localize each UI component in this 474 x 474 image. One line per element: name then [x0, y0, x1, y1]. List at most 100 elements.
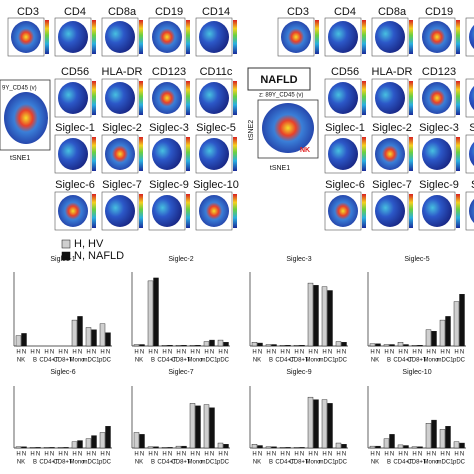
bar-label: N — [258, 350, 262, 356]
bar — [293, 447, 300, 449]
inset-label: 9Y_CD45 (v) — [2, 86, 37, 92]
category-label: B — [269, 358, 273, 364]
bar-label: H — [148, 350, 152, 356]
bar-label: H — [218, 350, 222, 356]
bar-label: H — [252, 452, 256, 458]
bar — [417, 345, 423, 347]
category-label: B — [33, 358, 37, 364]
bar — [389, 434, 395, 449]
marker-label: CD14 — [202, 6, 230, 18]
bar — [85, 438, 92, 449]
tsne-blob — [469, 199, 474, 223]
bar-label: H — [266, 350, 270, 356]
category-label: mDC1 — [82, 460, 100, 466]
bar-label: N — [286, 350, 290, 356]
bar-label: H — [426, 350, 430, 356]
bar — [389, 344, 395, 347]
colorbar — [456, 81, 460, 115]
category-label: pDC — [453, 460, 466, 466]
bar — [403, 445, 409, 449]
panel-title: Siglec-6 — [50, 369, 75, 376]
colorbar — [409, 137, 413, 171]
tsne-blob — [375, 138, 405, 170]
bar — [257, 445, 263, 449]
marker-label: Siglec-5 — [196, 122, 236, 134]
bar-label: N — [328, 350, 332, 356]
bar-label: N — [446, 452, 450, 458]
bar-label: N — [342, 452, 346, 458]
bar — [99, 432, 106, 449]
bar-label: H — [204, 350, 208, 356]
category-label: B — [151, 358, 155, 364]
colorbar — [409, 20, 413, 54]
bar — [459, 442, 465, 449]
bar — [223, 342, 229, 347]
bar-label: H — [44, 452, 48, 458]
bar — [217, 442, 224, 449]
bar — [271, 446, 277, 449]
bar-label: H — [308, 452, 312, 458]
colorbar — [139, 81, 143, 115]
bar-label: H — [162, 350, 166, 356]
colorbar — [315, 20, 319, 54]
bar — [327, 290, 333, 347]
bar-label: H — [30, 350, 34, 356]
category-label: pDC — [335, 460, 348, 466]
bar — [383, 344, 390, 347]
bar — [167, 447, 173, 449]
category-label: CD4+T — [157, 358, 177, 364]
bar — [265, 446, 272, 449]
bar — [77, 316, 83, 347]
bar-label: H — [72, 350, 76, 356]
bar — [271, 344, 277, 347]
tsne-blob — [375, 82, 405, 114]
colorbar — [139, 194, 143, 228]
bar-label: N — [376, 350, 380, 356]
colorbar — [186, 20, 190, 54]
category-label: mDC1 — [436, 460, 454, 466]
bar-label: H — [190, 350, 194, 356]
marker-label: CD123 — [422, 66, 456, 78]
marker-label: CD11c — [200, 66, 233, 78]
category-label: NK — [371, 358, 379, 364]
tsne-blob — [422, 195, 452, 227]
category-label: Mono — [187, 358, 203, 364]
bar — [417, 446, 423, 449]
bar-label: N — [210, 452, 214, 458]
tsne-blob — [105, 138, 135, 170]
bar — [431, 331, 437, 347]
bar-label: H — [426, 452, 430, 458]
bar — [369, 445, 376, 449]
category-label: pDC — [217, 358, 230, 364]
bar — [403, 344, 409, 347]
marker-label: CD4 — [334, 6, 356, 18]
bar-label: H — [280, 350, 284, 356]
category-label: CD4+T — [39, 358, 59, 364]
bar — [453, 301, 460, 347]
tsne-blob — [199, 82, 229, 114]
category-label: NK — [253, 460, 261, 466]
bar — [307, 396, 314, 449]
category-label: CD8+T — [407, 460, 427, 466]
bar-label: N — [92, 452, 96, 458]
colorbar — [186, 81, 190, 115]
bar-label: N — [64, 350, 68, 356]
bar-label: N — [168, 350, 172, 356]
bar-label: H — [86, 452, 90, 458]
bar — [223, 444, 229, 449]
tsne-blob — [422, 138, 452, 170]
bar — [299, 345, 305, 347]
bar-label: N — [224, 452, 228, 458]
bar-label: H — [294, 452, 298, 458]
marker-label: Siglec — [471, 179, 474, 191]
marker-label: CD8a — [108, 6, 137, 18]
tsne-blob — [4, 92, 48, 144]
category-label: CD4+T — [393, 358, 413, 364]
bar-label: H — [16, 452, 20, 458]
bar-label: H — [336, 350, 340, 356]
tsne-blob — [469, 142, 474, 166]
marker-label: Siglec-6 — [55, 179, 95, 191]
bar — [279, 447, 286, 449]
category-label: Mono — [305, 460, 321, 466]
